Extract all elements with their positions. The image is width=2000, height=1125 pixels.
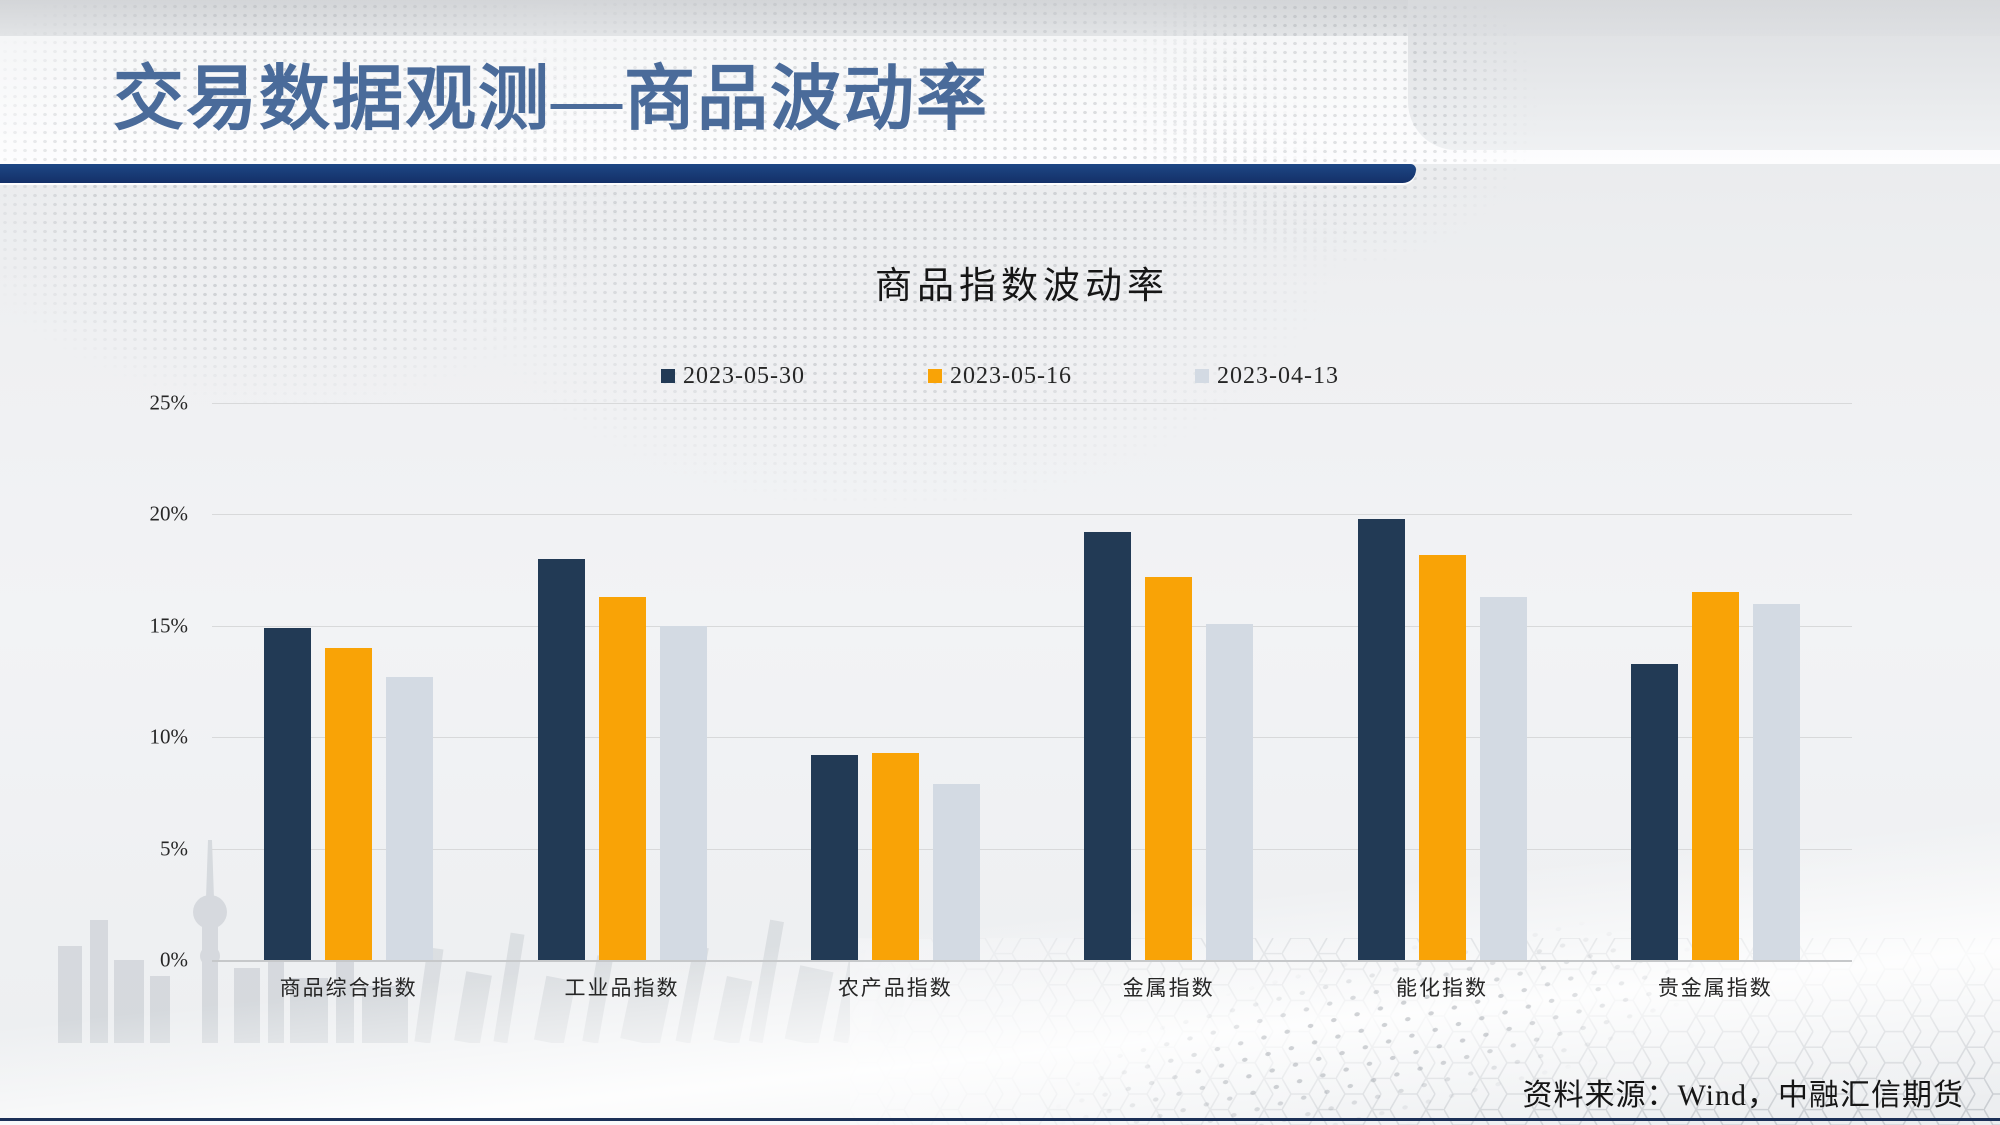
bar-2023-05-16-能化指数 (1418, 554, 1466, 960)
bar-2023-04-13-贵金属指数 (1752, 603, 1800, 960)
gridline (212, 403, 1852, 404)
bar-2023-05-16-金属指数 (1145, 576, 1193, 960)
category-label: 金属指数 (1122, 976, 1215, 1000)
category-label: 贵金属指数 (1657, 976, 1773, 1000)
gridline (212, 625, 1852, 627)
title-underline-bar (0, 164, 1416, 183)
category-label: 工业品指数 (564, 976, 680, 1000)
legend-label: 2023-05-16 (950, 362, 1072, 389)
category-label: 商品综合指数 (279, 976, 418, 1000)
x-axis-line (212, 960, 1852, 962)
dot-map-pattern (0, 0, 640, 410)
dot-map-pattern (1120, 0, 1540, 270)
y-tick-label: 10% (149, 724, 189, 749)
bar-2023-04-13-金属指数 (1206, 623, 1254, 960)
bar-2023-05-30-工业品指数 (537, 558, 585, 960)
bar-2023-05-16-农产品指数 (871, 752, 919, 960)
bar-2023-05-30-贵金属指数 (1630, 663, 1678, 960)
y-tick-label: 0% (160, 947, 188, 972)
legend-label: 2023-04-13 (1217, 362, 1339, 389)
bar-2023-05-30-农产品指数 (810, 755, 858, 960)
legend-label: 2023-05-30 (683, 362, 805, 389)
legend-swatch-orange (928, 369, 942, 383)
plot-area: 25% 20% 15% 10% 5% 0% (150, 391, 1852, 972)
source-note: 资料来源：Wind，中融汇信期货 (1522, 1079, 1964, 1112)
bar-2023-05-16-工业品指数 (598, 596, 646, 960)
bar-2023-05-30-能化指数 (1357, 518, 1405, 960)
category-label: 能化指数 (1395, 976, 1488, 1000)
y-tick-label: 20% (149, 501, 189, 526)
y-tick-label: 25% (149, 390, 189, 415)
y-tick-label: 15% (149, 613, 189, 638)
category-label: 农产品指数 (837, 976, 953, 1000)
bar-2023-04-13-农产品指数 (932, 784, 980, 960)
bar-2023-04-13-能化指数 (1479, 596, 1527, 960)
legend-item: 2023-05-16 (928, 362, 1072, 390)
gridline (212, 848, 1852, 850)
y-tick-label: 5% (160, 836, 188, 861)
bar-2023-05-30-商品综合指数 (264, 628, 312, 960)
legend-item: 2023-04-13 (1195, 362, 1339, 390)
gridline (212, 737, 1852, 739)
legend-swatch-navy (661, 369, 675, 383)
dot-map-pattern (430, 0, 1350, 510)
bar-2023-05-30-金属指数 (1084, 532, 1132, 960)
corner-band-decoration (1408, 0, 2000, 150)
bar-2023-04-13-工业品指数 (659, 625, 707, 960)
legend-swatch-lightblue (1195, 369, 1209, 383)
chart-title: 商品指数波动率 (875, 266, 1169, 307)
legend-item: 2023-05-30 (661, 362, 805, 390)
bar-2023-05-16-商品综合指数 (325, 648, 373, 960)
page-title: 交易数据观测—商品波动率 (113, 61, 990, 139)
gridline (212, 514, 1852, 516)
bottom-accent-line (0, 1118, 2000, 1121)
bar-2023-05-16-贵金属指数 (1691, 592, 1739, 960)
bar-2023-04-13-商品综合指数 (386, 677, 434, 960)
